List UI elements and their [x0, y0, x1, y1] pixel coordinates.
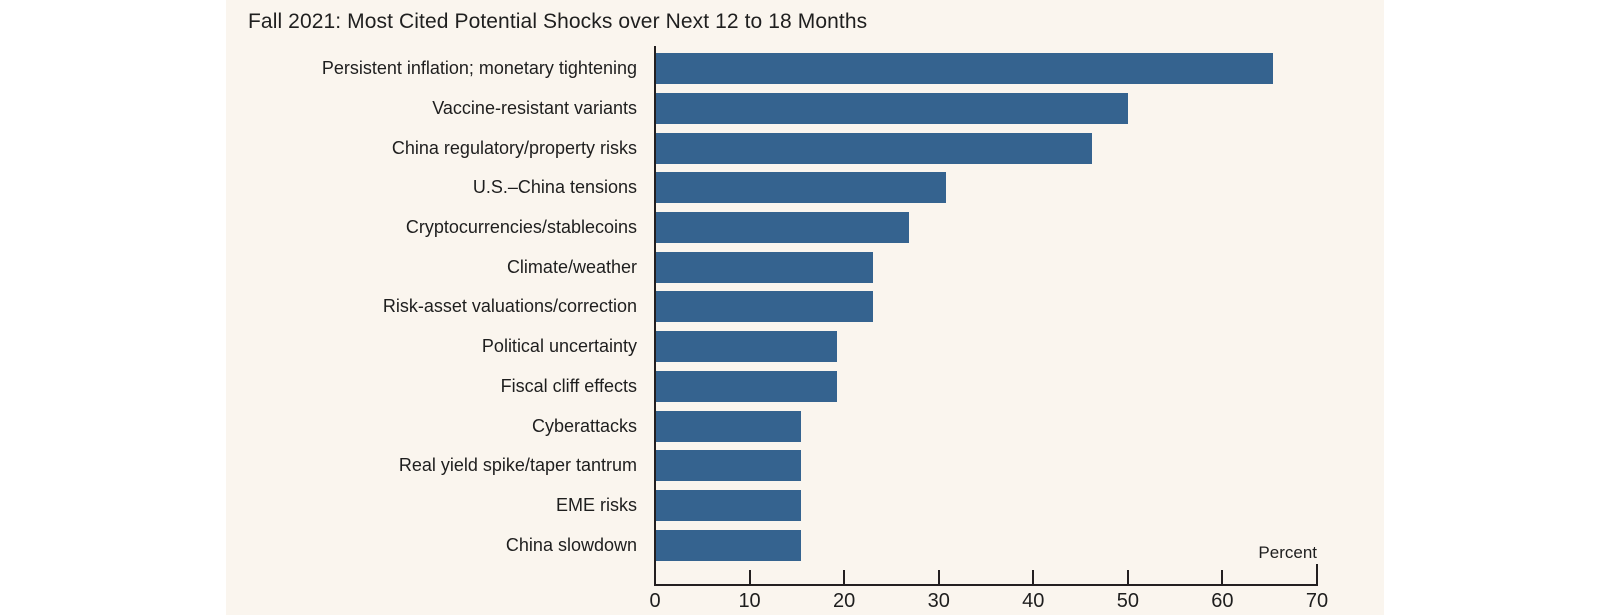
x-axis-tick: [1126, 570, 1129, 584]
bar-row: EME risks: [226, 486, 1317, 526]
category-label: Persistent inflation; monetary tightenin…: [321, 58, 637, 79]
bar-track: [655, 132, 1317, 164]
bar-row: Political uncertainty: [226, 327, 1317, 367]
bar-row: Real yield spike/taper tantrum: [226, 446, 1317, 486]
bar-row: Climate/weather: [226, 247, 1317, 287]
category-label: Vaccine-resistant variants: [432, 98, 637, 119]
x-axis-tick-label: 50: [1116, 590, 1139, 612]
bar-track: [655, 251, 1317, 283]
bar-rows: Persistent inflation; monetary tightenin…: [226, 49, 1317, 565]
bar-track: [655, 172, 1317, 204]
chart-title: Fall 2021: Most Cited Potential Shocks o…: [248, 10, 868, 33]
x-axis-tick: [1032, 570, 1035, 584]
axis-unit-label: Percent: [1258, 543, 1317, 562]
bar-row: China slowdown: [226, 525, 1317, 565]
category-label: Political uncertainty: [481, 336, 637, 357]
x-axis-tick-label: 40: [1022, 590, 1045, 612]
bar: [655, 331, 837, 363]
x-axis-tick-label: 30: [927, 590, 950, 612]
x-axis-tick-label: 70: [1305, 590, 1329, 612]
bar-row: China regulatory/property risks: [226, 128, 1317, 168]
x-axis-tick-label: 60: [1211, 590, 1234, 612]
y-axis-line: [654, 46, 656, 586]
bar-row: Vaccine-resistant variants: [226, 89, 1317, 129]
bar-row: U.S.–China tensions: [226, 168, 1317, 208]
x-axis-tick: [937, 570, 940, 584]
category-label: Cyberattacks: [531, 415, 637, 436]
category-label: Climate/weather: [506, 256, 637, 277]
x-axis-tick-label: 0: [649, 590, 661, 612]
bar: [655, 370, 837, 402]
bar-row: Fiscal cliff effects: [226, 367, 1317, 407]
x-axis-tick: [748, 570, 751, 584]
bar-track: [655, 53, 1317, 85]
category-label: China slowdown: [505, 534, 637, 555]
bar-track: [655, 489, 1317, 521]
bar-track: [655, 370, 1317, 402]
category-label: Fiscal cliff effects: [500, 375, 637, 396]
x-axis-tick-label: 10: [738, 590, 761, 612]
bar: [655, 172, 947, 204]
x-axis-tick: [843, 570, 846, 584]
bar-track: [655, 529, 1317, 561]
bar: [655, 450, 801, 482]
category-label: China regulatory/property risks: [391, 137, 637, 158]
bar: [655, 132, 1092, 164]
category-label: Risk-asset valuations/correction: [382, 296, 637, 317]
bar-track: [655, 291, 1317, 323]
bar: [655, 489, 801, 521]
bar-row: Cyberattacks: [226, 406, 1317, 446]
category-label: EME risks: [556, 494, 637, 515]
chart-panel: Fall 2021: Most Cited Potential Shocks o…: [226, 0, 1384, 615]
bar-track: [655, 450, 1317, 482]
bar: [655, 251, 874, 283]
bar: [655, 212, 910, 244]
bar-track: [655, 410, 1317, 442]
bar: [655, 410, 801, 442]
bar: [655, 529, 801, 561]
bar: [655, 291, 874, 323]
category-label: U.S.–China tensions: [472, 177, 637, 198]
category-label: Real yield spike/taper tantrum: [398, 455, 637, 476]
bar-track: [655, 212, 1317, 244]
category-label: Cryptocurrencies/stablecoins: [405, 217, 637, 238]
x-axis-tick-label: 20: [833, 590, 856, 612]
bar-track: [655, 93, 1317, 125]
x-axis-tick: [1221, 570, 1224, 584]
bar: [655, 53, 1274, 85]
bar-row: Risk-asset valuations/correction: [226, 287, 1317, 327]
bar: [655, 93, 1128, 125]
x-axis-tick: [1316, 564, 1318, 584]
bar-row: Cryptocurrencies/stablecoins: [226, 208, 1317, 248]
bar-row: Persistent inflation; monetary tightenin…: [226, 49, 1317, 89]
x-axis-line: [654, 584, 1318, 586]
bar-track: [655, 331, 1317, 363]
